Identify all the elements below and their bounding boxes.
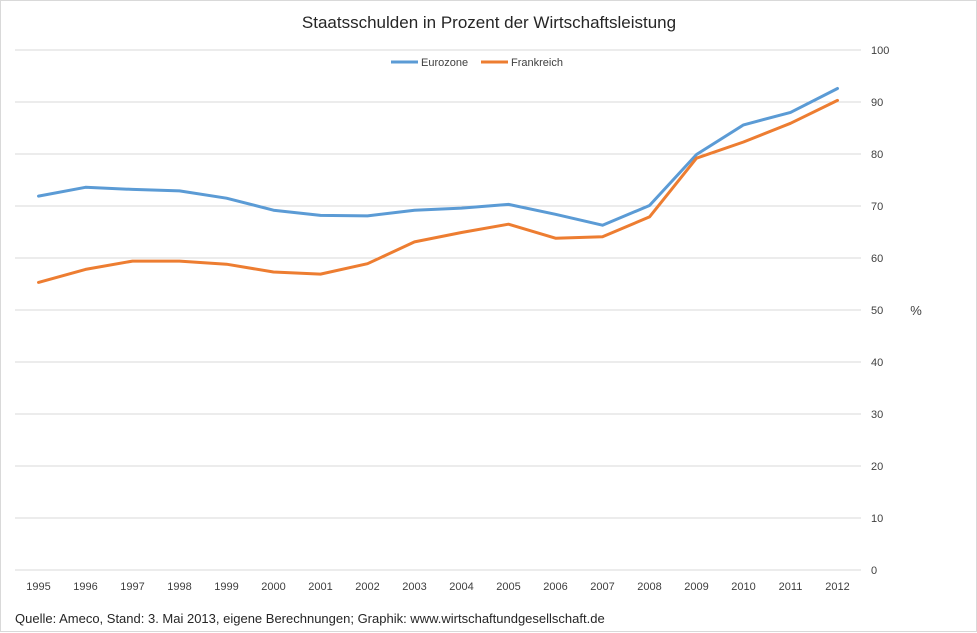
y-axis-ticks: 0 10 20 30 40 50 60 70 80 90 100 [871, 45, 889, 577]
y-tick-label: 60 [871, 253, 883, 265]
x-tick-label: 2011 [779, 581, 803, 593]
x-tick-label: 2006 [543, 581, 567, 593]
series-lines [37, 87, 839, 284]
legend-label: Frankreich [511, 57, 563, 69]
x-tick-label: 2005 [496, 581, 520, 593]
x-tick-label: 1997 [120, 581, 144, 593]
y-tick-label: 40 [871, 357, 883, 369]
y-tick-label: 30 [871, 409, 883, 421]
x-tick-label: 2009 [684, 581, 708, 593]
y-tick-label: 80 [871, 149, 883, 161]
y-tick-label: 10 [871, 513, 883, 525]
x-tick-label: 1999 [214, 581, 238, 593]
x-tick-label: 2000 [261, 581, 285, 593]
series-line-eurozone [37, 87, 839, 227]
x-tick-label: 2008 [637, 581, 661, 593]
x-tick-label: 2001 [308, 581, 332, 593]
x-tick-label: 2002 [355, 581, 379, 593]
x-tick-label: 1996 [73, 581, 97, 593]
gridlines [15, 49, 861, 571]
x-tick-label: 2003 [402, 581, 426, 593]
x-tick-label: 2007 [590, 581, 614, 593]
series-line-frankreich [37, 98, 839, 284]
legend-item-eurozone: Eurozone [391, 57, 468, 69]
y-tick-label: 0 [871, 565, 877, 577]
legend-label: Eurozone [421, 57, 468, 69]
x-tick-label: 1998 [167, 581, 191, 593]
x-tick-label: 2012 [825, 581, 849, 593]
chart-title: Staatsschulden in Prozent der Wirtschaft… [302, 13, 676, 32]
x-axis-ticks: 1995 1996 1997 1998 1999 2000 2001 2002 2003 2004… [26, 581, 849, 593]
y-tick-label: 50 [871, 305, 883, 317]
x-tick-label: 2004 [449, 581, 473, 593]
legend: Eurozone Frankreich [391, 57, 563, 69]
y-tick-label: 100 [871, 45, 889, 57]
legend-item-frankreich: Frankreich [481, 57, 563, 69]
source-footer: Quelle: Ameco, Stand: 3. Mai 2013, eigen… [15, 611, 605, 626]
x-tick-label: 2010 [731, 581, 755, 593]
y-axis-label: % [910, 303, 922, 318]
y-tick-label: 20 [871, 461, 883, 473]
y-tick-label: 70 [871, 201, 883, 213]
x-tick-label: 1995 [26, 581, 50, 593]
y-tick-label: 90 [871, 97, 883, 109]
